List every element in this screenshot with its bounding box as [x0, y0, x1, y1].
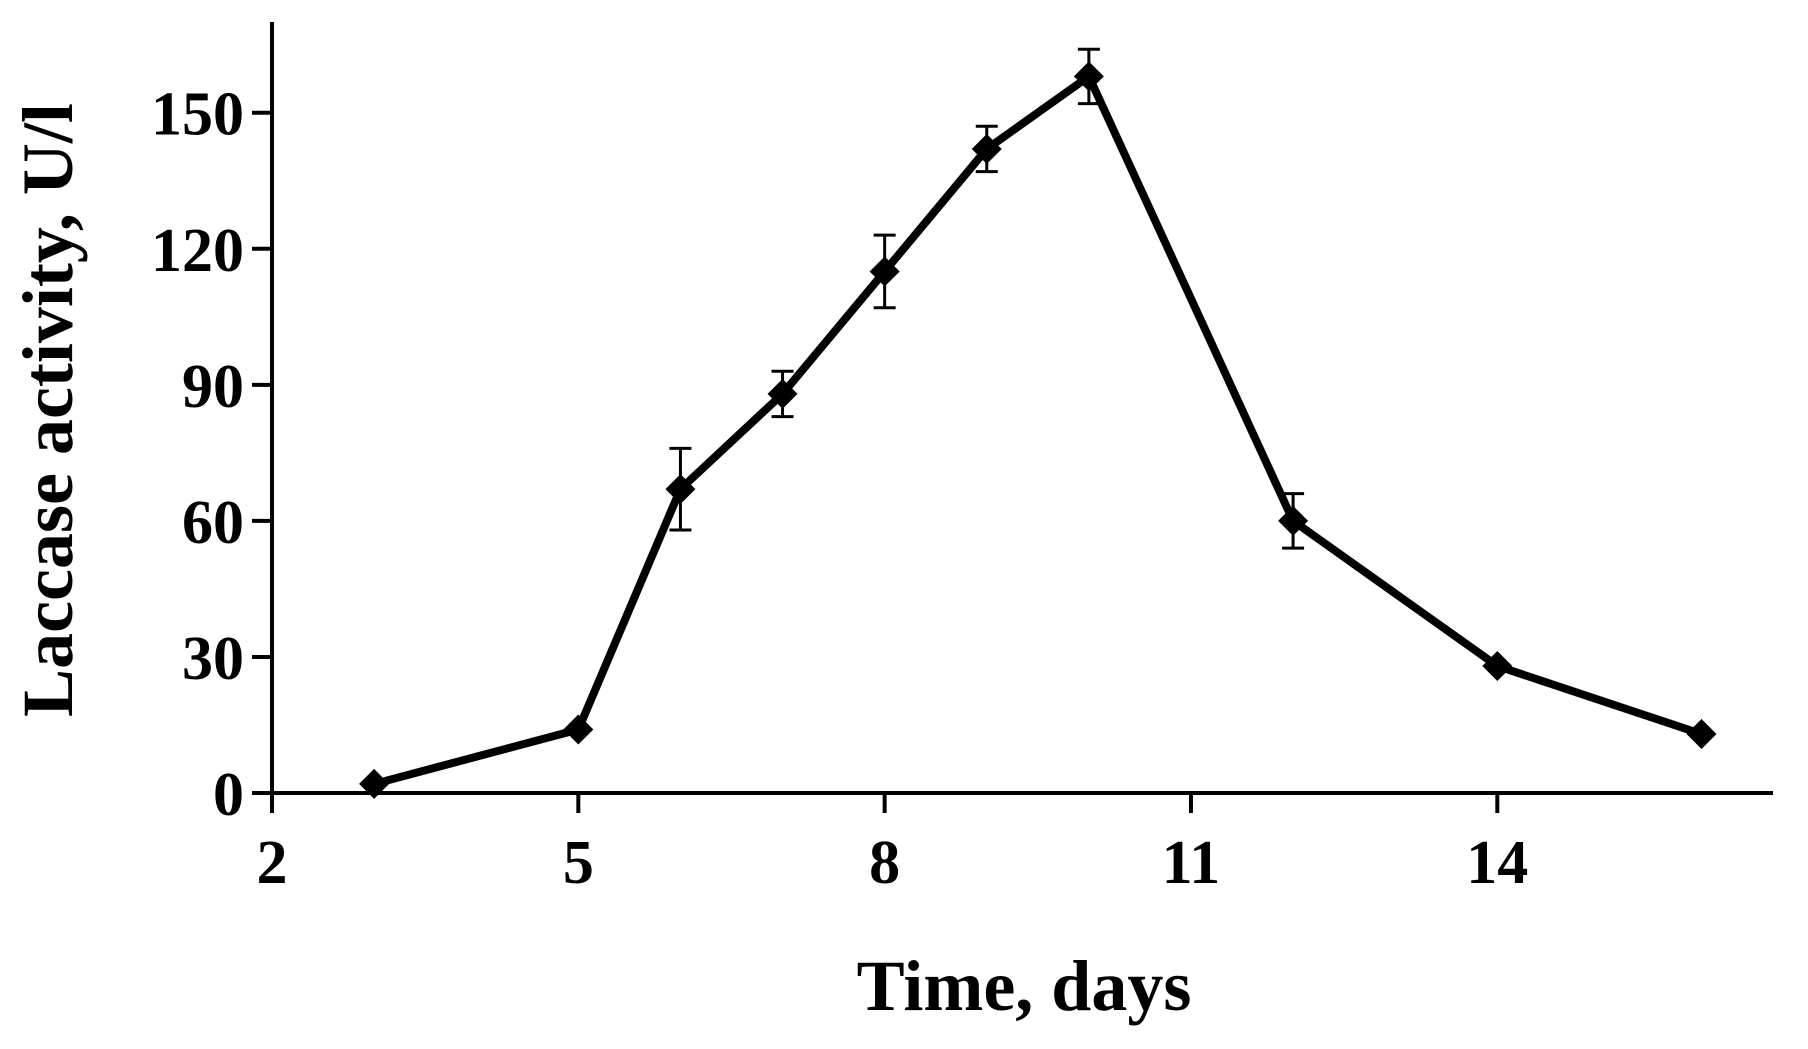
y-tick-label: 0 — [213, 761, 244, 829]
y-tick-label: 120 — [151, 217, 244, 285]
axes — [252, 22, 1773, 813]
data-point-marker — [1482, 651, 1513, 682]
x-tick-label: 5 — [563, 829, 594, 897]
x-axis-label: Time, days — [857, 946, 1192, 1026]
series-line — [373, 72, 1703, 788]
x-tick-label: 11 — [1162, 829, 1221, 897]
y-tick-label: 60 — [182, 489, 244, 557]
data-point-marker — [1278, 505, 1309, 536]
x-tick-label: 14 — [1466, 829, 1528, 897]
x-tick-label: 8 — [869, 829, 900, 897]
data-point-marker — [1686, 719, 1717, 750]
y-axis-label: Laccase activity, U/l — [8, 103, 88, 717]
data-point-marker — [869, 256, 900, 287]
data-point-marker — [767, 378, 798, 409]
data-point-marker — [359, 768, 390, 799]
y-tick-label: 30 — [182, 625, 244, 693]
data-point-marker — [1073, 61, 1104, 92]
data-point-marker — [665, 474, 696, 505]
ticks: 0 30 60 90 120 150 2 5 8 11 14 — [151, 81, 1528, 897]
data-point-marker — [971, 133, 1002, 164]
series — [359, 47, 1717, 799]
data-point-marker — [563, 714, 594, 745]
y-tick-label: 150 — [151, 81, 244, 149]
y-tick-label: 90 — [182, 353, 244, 421]
x-tick-label: 2 — [257, 829, 288, 897]
